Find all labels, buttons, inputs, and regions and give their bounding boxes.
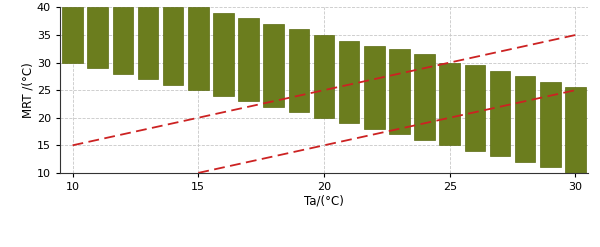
Bar — [339, 41, 359, 123]
Bar — [213, 13, 234, 96]
Bar — [314, 35, 334, 118]
Bar — [439, 62, 460, 145]
Bar — [515, 76, 535, 162]
Bar — [540, 82, 560, 167]
Bar — [113, 7, 133, 74]
Bar — [62, 7, 83, 62]
Bar — [163, 7, 184, 85]
Bar — [289, 29, 309, 112]
Y-axis label: MRT /(°C): MRT /(°C) — [21, 62, 34, 118]
Bar — [414, 54, 435, 140]
Bar — [464, 65, 485, 151]
Bar — [565, 87, 586, 173]
X-axis label: Ta/(°C): Ta/(°C) — [304, 195, 344, 208]
Bar — [137, 7, 158, 79]
Bar — [389, 49, 410, 134]
Bar — [263, 24, 284, 107]
Bar — [490, 71, 511, 156]
Bar — [238, 19, 259, 101]
Bar — [364, 46, 385, 129]
Bar — [188, 7, 209, 90]
Bar — [88, 7, 108, 68]
